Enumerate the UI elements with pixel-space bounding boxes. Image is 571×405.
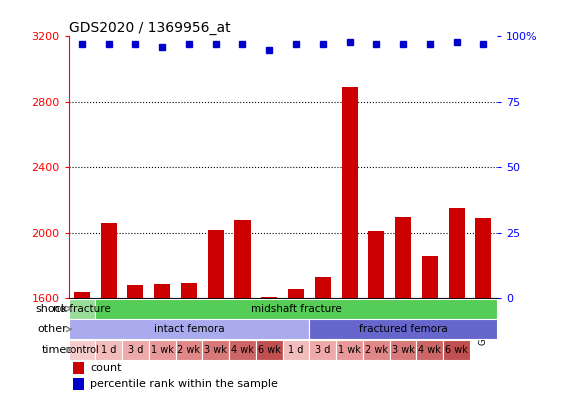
Bar — [288, 288, 304, 298]
FancyBboxPatch shape — [176, 340, 202, 360]
FancyBboxPatch shape — [309, 320, 497, 339]
Bar — [395, 217, 411, 298]
Text: intact femora: intact femora — [154, 324, 224, 334]
FancyBboxPatch shape — [363, 340, 389, 360]
FancyBboxPatch shape — [69, 299, 95, 319]
Bar — [181, 283, 197, 298]
FancyBboxPatch shape — [95, 340, 122, 360]
FancyBboxPatch shape — [122, 340, 149, 360]
Text: shock: shock — [35, 304, 67, 313]
FancyBboxPatch shape — [416, 340, 443, 360]
Text: 1 d: 1 d — [288, 345, 304, 355]
Bar — [73, 362, 83, 374]
FancyBboxPatch shape — [202, 340, 229, 360]
Text: 1 wk: 1 wk — [151, 345, 174, 355]
Bar — [341, 87, 357, 298]
Bar — [154, 284, 170, 298]
Bar — [475, 218, 492, 298]
Text: count: count — [90, 363, 122, 373]
FancyBboxPatch shape — [69, 340, 95, 360]
Text: time: time — [42, 345, 67, 355]
Bar — [235, 220, 251, 298]
Text: 1 d: 1 d — [101, 345, 116, 355]
FancyBboxPatch shape — [229, 340, 256, 360]
Text: percentile rank within the sample: percentile rank within the sample — [90, 379, 278, 389]
Bar — [449, 208, 465, 298]
Text: 3 d: 3 d — [315, 345, 331, 355]
Bar — [208, 230, 224, 298]
Text: 3 wk: 3 wk — [392, 345, 415, 355]
Text: 2 wk: 2 wk — [178, 345, 200, 355]
Text: GDS2020 / 1369956_at: GDS2020 / 1369956_at — [69, 21, 230, 35]
FancyBboxPatch shape — [309, 340, 336, 360]
Text: 4 wk: 4 wk — [419, 345, 441, 355]
Text: 4 wk: 4 wk — [231, 345, 254, 355]
FancyBboxPatch shape — [336, 340, 363, 360]
Bar — [73, 378, 83, 390]
Bar — [315, 277, 331, 298]
Text: 3 d: 3 d — [128, 345, 143, 355]
Bar — [127, 285, 143, 298]
FancyBboxPatch shape — [283, 340, 309, 360]
FancyBboxPatch shape — [69, 320, 309, 339]
Bar — [100, 223, 116, 298]
Text: fractured femora: fractured femora — [359, 324, 448, 334]
Text: no fracture: no fracture — [53, 304, 111, 313]
FancyBboxPatch shape — [256, 340, 283, 360]
Text: midshaft fracture: midshaft fracture — [251, 304, 341, 313]
Bar — [74, 292, 90, 298]
Text: 6 wk: 6 wk — [445, 345, 468, 355]
Text: control: control — [65, 345, 99, 355]
Text: 1 wk: 1 wk — [338, 345, 361, 355]
Text: 6 wk: 6 wk — [258, 345, 281, 355]
FancyBboxPatch shape — [443, 340, 470, 360]
Text: 2 wk: 2 wk — [365, 345, 388, 355]
FancyBboxPatch shape — [95, 299, 497, 319]
Bar — [422, 256, 438, 298]
Text: 3 wk: 3 wk — [204, 345, 227, 355]
Bar — [262, 297, 278, 298]
Bar — [368, 231, 384, 298]
Text: other: other — [38, 324, 67, 334]
FancyBboxPatch shape — [149, 340, 176, 360]
FancyBboxPatch shape — [389, 340, 416, 360]
